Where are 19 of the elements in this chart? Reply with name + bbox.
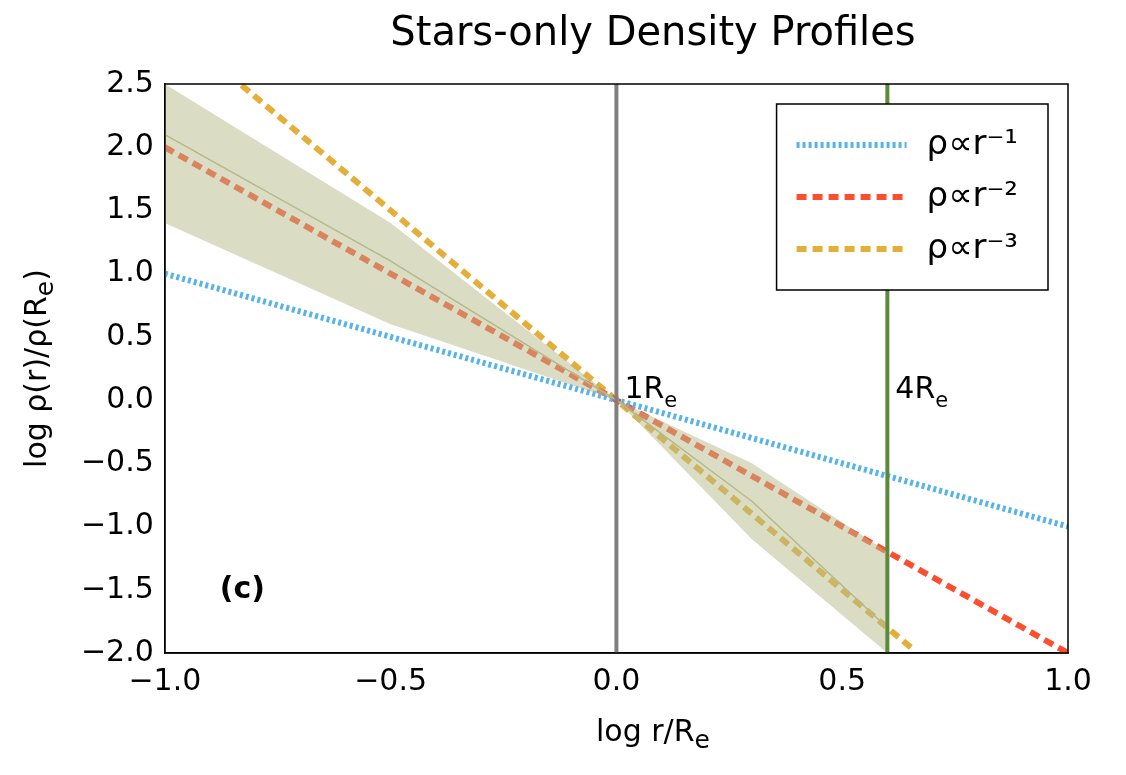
annotation: (c) [219,570,266,605]
legend-label: ρ∝r⁻² [926,173,1019,214]
y-tick-label: −1.0 [80,506,154,542]
x-tick-label: −0.5 [354,661,428,697]
y-tick-label: −0.5 [80,443,154,479]
x-tick-label: 1.0 [1044,661,1092,697]
legend-label: ρ∝r⁻³ [926,225,1019,266]
y-tick-label: 2.0 [106,127,154,163]
y-tick-label: −1.5 [80,569,154,605]
x-tick-label: 0.5 [818,661,867,697]
x-tick-label: 0.0 [592,661,641,697]
legend-label: ρ∝r⁻¹ [926,121,1019,162]
x-axis-title: log r/R$_{e}$ [595,713,711,754]
y-tick-label: 0.5 [106,316,154,352]
y-tick-label: 0.0 [106,379,154,415]
y-tick-label: 1.0 [106,253,154,289]
y-tick-label: 2.5 [106,63,154,99]
y-tick-label: 1.5 [106,190,154,226]
chart-title: Stars-only Density Profiles [389,8,917,54]
